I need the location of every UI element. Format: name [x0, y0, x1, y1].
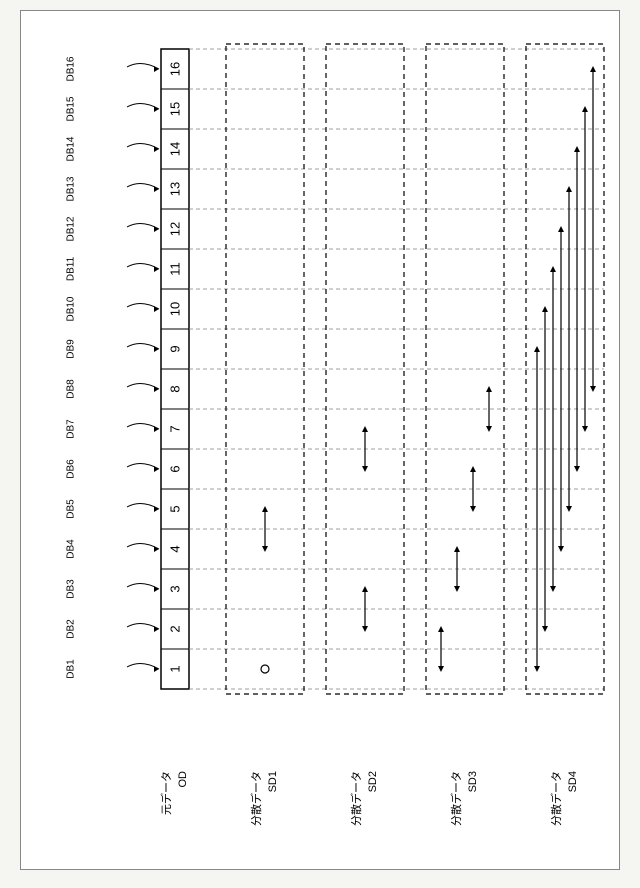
- db-pointer-tip: [154, 306, 159, 312]
- db-label: DB9: [66, 339, 77, 359]
- db-pointer-tip: [154, 506, 159, 512]
- cell-value: 15: [168, 102, 183, 116]
- cell-value: 13: [168, 182, 183, 196]
- sd-label: 分散データ: [349, 771, 363, 826]
- diagram-svg: 12345678910111213141516DB1DB2DB3DB4DB5DB…: [21, 11, 621, 871]
- sd-box: [526, 44, 604, 694]
- sd-label: 分散データ: [249, 771, 263, 826]
- sd-label: 分散データ: [449, 771, 463, 826]
- cell-value: 3: [168, 585, 183, 592]
- db-pointer-tip: [154, 346, 159, 352]
- db-pointer-tip: [154, 426, 159, 432]
- sd-label-sub: SD2: [367, 771, 379, 792]
- db-pointer-tip: [154, 226, 159, 232]
- cell-value: 10: [168, 302, 183, 316]
- cell-value: 1: [168, 665, 183, 672]
- db-pointer-tip: [154, 546, 159, 552]
- cell-value: 7: [168, 425, 183, 432]
- db-pointer-tip: [154, 266, 159, 272]
- db-label: DB4: [66, 539, 77, 559]
- db-label: DB2: [66, 619, 77, 639]
- db-label: DB14: [66, 136, 77, 161]
- db-label: DB16: [66, 56, 77, 81]
- db-label: DB15: [66, 96, 77, 121]
- db-label: DB11: [66, 256, 77, 281]
- cell-value: 12: [168, 222, 183, 236]
- sd-label-sub: SD3: [467, 771, 479, 792]
- cell-value: 9: [168, 345, 183, 352]
- db-pointer-tip: [154, 466, 159, 472]
- db-pointer-tip: [154, 146, 159, 152]
- cell-value: 6: [168, 465, 183, 472]
- db-pointer-tip: [154, 386, 159, 392]
- db-pointer-tip: [154, 586, 159, 592]
- cell-value: 16: [168, 62, 183, 76]
- cell-value: 11: [168, 262, 183, 276]
- db-label: DB3: [66, 579, 77, 599]
- db-pointer-tip: [154, 66, 159, 72]
- sd-box: [226, 44, 304, 694]
- cell-value: 5: [168, 505, 183, 512]
- cell-value: 8: [168, 385, 183, 392]
- db-pointer-tip: [154, 626, 159, 632]
- cell-value: 2: [168, 625, 183, 632]
- db-label: DB10: [66, 296, 77, 321]
- db-label: DB6: [66, 459, 77, 479]
- db-label: DB1: [66, 659, 77, 679]
- db-label: DB8: [66, 379, 77, 399]
- db-label: DB13: [66, 176, 77, 201]
- cell-value: 14: [168, 142, 183, 156]
- sd-label-sub: SD4: [567, 771, 579, 792]
- db-pointer-tip: [154, 666, 159, 672]
- db-label: DB7: [66, 419, 77, 439]
- sd-label: 分散データ: [549, 771, 563, 826]
- db-label: DB5: [66, 499, 77, 519]
- db-label: DB12: [66, 216, 77, 241]
- sd-label-sub: SD1: [267, 771, 279, 792]
- origin-marker: [261, 665, 269, 673]
- db-pointer-tip: [154, 106, 159, 112]
- db-pointer-tip: [154, 186, 159, 192]
- main-label: 元データ: [159, 771, 173, 815]
- main-label-sub: OD: [177, 771, 189, 788]
- cell-value: 4: [168, 545, 183, 552]
- paper: 12345678910111213141516DB1DB2DB3DB4DB5DB…: [20, 10, 620, 870]
